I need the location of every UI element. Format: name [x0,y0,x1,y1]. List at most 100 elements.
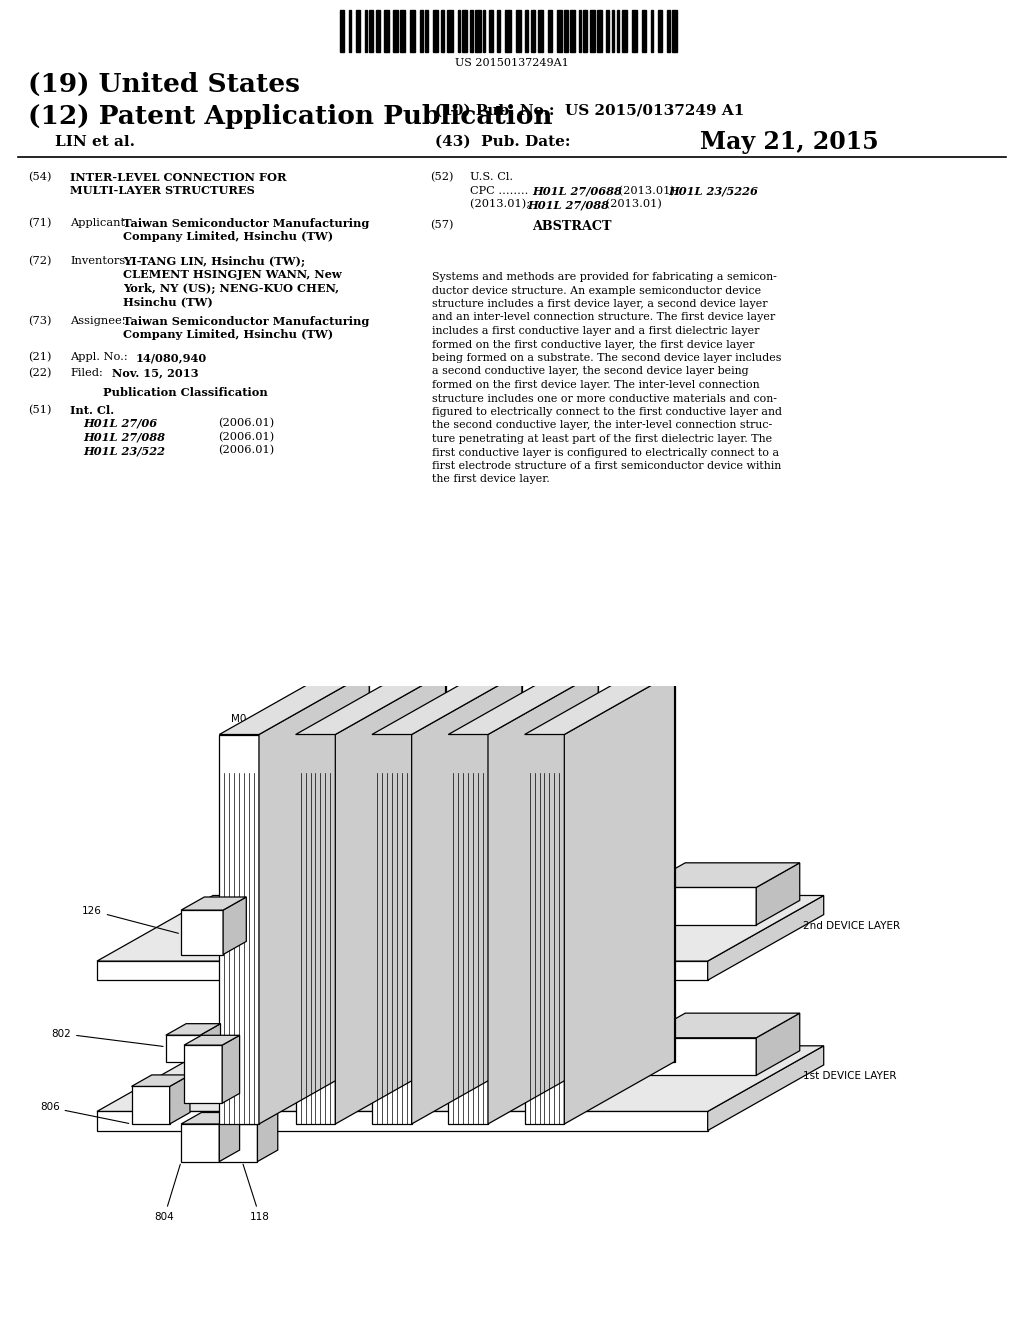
Text: (57): (57) [430,220,454,230]
Text: Company Limited, Hsinchu (TW): Company Limited, Hsinchu (TW) [123,330,333,341]
Text: 1st DEVICE LAYER: 1st DEVICE LAYER [803,1071,897,1081]
Bar [462,11,467,51]
Polygon shape [296,734,335,1125]
Polygon shape [97,961,708,981]
Bar [672,11,677,51]
Polygon shape [449,734,488,1125]
Text: H01L 27/088: H01L 27/088 [83,432,165,442]
Bar [369,11,373,51]
Bar [425,11,428,51]
Polygon shape [488,672,598,1125]
Polygon shape [412,672,522,1125]
Polygon shape [296,672,445,734]
Polygon shape [642,887,757,925]
Text: a second conductive layer, the second device layer being: a second conductive layer, the second de… [432,367,749,376]
Polygon shape [131,1074,190,1086]
Polygon shape [181,898,247,909]
Bar [488,11,493,51]
Bar [447,11,453,51]
Bar [376,11,380,51]
Text: (2013.01): (2013.01) [602,199,662,210]
Polygon shape [219,734,259,1125]
Text: MULTI-LAYER STRUCTURES: MULTI-LAYER STRUCTURES [70,186,255,197]
Text: 118: 118 [243,1164,269,1221]
Text: 806: 806 [40,1102,129,1123]
Text: (12) Patent Application Publication: (12) Patent Application Publication [28,104,553,129]
Polygon shape [97,895,823,961]
Bar [579,11,581,51]
Polygon shape [219,672,370,734]
Text: CPC ........: CPC ........ [470,186,528,195]
Text: (2006.01): (2006.01) [218,445,274,455]
Polygon shape [372,734,412,1125]
Bar [355,11,359,51]
Polygon shape [223,898,247,954]
Text: H01L 23/5226: H01L 23/5226 [668,186,758,197]
Text: formed on the first conductive layer, the first device layer: formed on the first conductive layer, th… [432,339,755,350]
Bar [420,11,423,51]
Bar [617,11,620,51]
Polygon shape [524,734,564,1125]
Text: 804: 804 [155,1164,180,1221]
Text: 2nd GATE: 2nd GATE [337,713,387,722]
Text: INTER-LEVEL CONNECTION FOR: INTER-LEVEL CONNECTION FOR [70,172,287,183]
Text: Taiwan Semiconductor Manufacturing: Taiwan Semiconductor Manufacturing [123,315,370,327]
Text: (73): (73) [28,315,51,326]
Text: Hsinchu (TW): Hsinchu (TW) [123,297,213,308]
Text: Applicant:: Applicant: [70,218,129,228]
Text: (51): (51) [28,404,51,414]
Polygon shape [181,909,223,954]
Polygon shape [335,672,445,1125]
Text: Int. Cl.: Int. Cl. [70,404,114,416]
Bar [611,11,613,51]
Text: (2006.01): (2006.01) [218,432,274,442]
Polygon shape [642,1038,757,1076]
Text: being formed on a substrate. The second device layer includes: being formed on a substrate. The second … [432,352,781,363]
Text: the second conductive layer, the inter-level connection struc-: the second conductive layer, the inter-l… [432,421,772,430]
Text: (10) Pub. No.:  US 2015/0137249 A1: (10) Pub. No.: US 2015/0137249 A1 [435,104,744,117]
Bar [658,11,663,51]
Bar [633,11,637,51]
Polygon shape [330,672,370,1061]
Polygon shape [184,1045,222,1104]
Polygon shape [642,863,800,887]
Text: 126: 126 [82,906,178,933]
Bar [590,11,595,51]
Text: H01L 23/522: H01L 23/522 [83,445,165,455]
Polygon shape [757,1014,800,1076]
Bar [564,11,568,51]
Text: CLEMENT HSINGJEN WANN, New: CLEMENT HSINGJEN WANN, New [123,269,342,281]
Bar [605,11,608,51]
Polygon shape [564,672,675,1125]
Polygon shape [372,672,522,734]
Polygon shape [219,1125,257,1162]
Text: (2006.01): (2006.01) [218,418,274,428]
Text: Nov. 15, 2013: Nov. 15, 2013 [112,367,199,379]
Bar [433,11,438,51]
Bar [400,11,406,51]
Text: formed on the first device layer. The inter-level connection: formed on the first device layer. The in… [432,380,760,389]
Text: and an inter-level connection structure. The first device layer: and an inter-level connection structure.… [432,313,775,322]
Text: 9: 9 [203,1068,209,1078]
Text: May 21, 2015: May 21, 2015 [700,129,879,154]
Bar [458,11,460,51]
Text: ductor device structure. An example semiconductor device: ductor device structure. An example semi… [432,285,761,296]
Polygon shape [757,863,800,925]
Bar [506,11,511,51]
Bar [393,11,398,51]
Polygon shape [170,1074,190,1125]
Text: YI-TANG LIN, Hsinchu (TW);: YI-TANG LIN, Hsinchu (TW); [123,256,305,267]
Bar [539,11,543,51]
Text: ture penetrating at least part of the first dielectric layer. The: ture penetrating at least part of the fi… [432,434,772,444]
Bar [441,11,444,51]
Text: US 20150137249A1: US 20150137249A1 [455,58,569,69]
Text: H01L 27/088: H01L 27/088 [527,199,609,210]
Text: LIN et al.: LIN et al. [55,135,135,149]
Text: (43)  Pub. Date:: (43) Pub. Date: [435,135,570,149]
Text: H01L 27/0688: H01L 27/0688 [532,186,622,197]
Bar [548,11,552,51]
Bar [470,11,473,51]
Polygon shape [708,1045,823,1130]
Text: (21): (21) [28,352,51,362]
Text: structure includes one or more conductive materials and con-: structure includes one or more conductiv… [432,393,777,404]
